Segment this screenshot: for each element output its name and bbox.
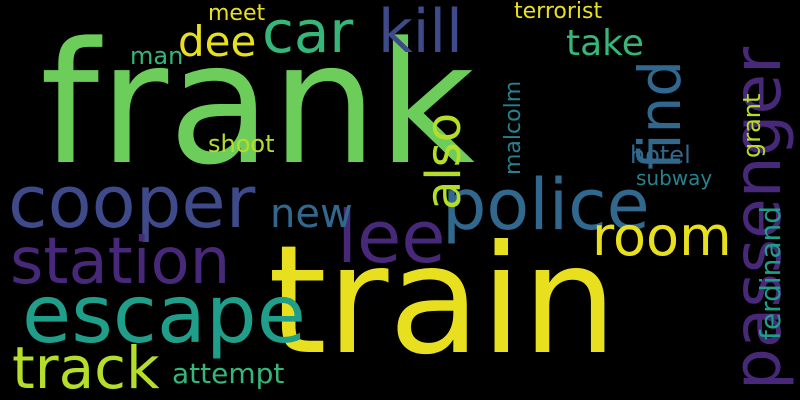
- word-escape: escape: [22, 268, 306, 361]
- word-meet: meet: [208, 1, 266, 26]
- word-frank: frank: [40, 6, 475, 202]
- word-malcolm: malcolm: [501, 81, 526, 175]
- word-car: car: [262, 0, 353, 66]
- word-find: find: [626, 60, 694, 170]
- word-track: track: [12, 334, 160, 400]
- word-grant: grant: [738, 94, 766, 158]
- word-room: room: [592, 205, 732, 268]
- word-man: man: [130, 42, 183, 70]
- word-cooper: cooper: [8, 160, 256, 244]
- word-lee: lee: [337, 195, 446, 279]
- word-station: station: [10, 225, 230, 299]
- word-new: new: [270, 191, 353, 237]
- word-take: take: [566, 23, 644, 64]
- word-attempt: attempt: [172, 357, 284, 390]
- word-shoot: shoot: [208, 130, 275, 158]
- word-police: police: [442, 164, 650, 246]
- word-train: train: [268, 214, 617, 388]
- word-terrorist: terrorist: [514, 0, 602, 24]
- word-passenger: passenger: [719, 46, 796, 390]
- word-hotel: hotel: [630, 141, 691, 169]
- word-kill: kill: [378, 0, 463, 67]
- word-ferdinand: ferdinand: [754, 206, 787, 340]
- word-also: also: [416, 113, 472, 210]
- word-dee: dee: [178, 17, 256, 66]
- word-subway: subway: [636, 166, 712, 190]
